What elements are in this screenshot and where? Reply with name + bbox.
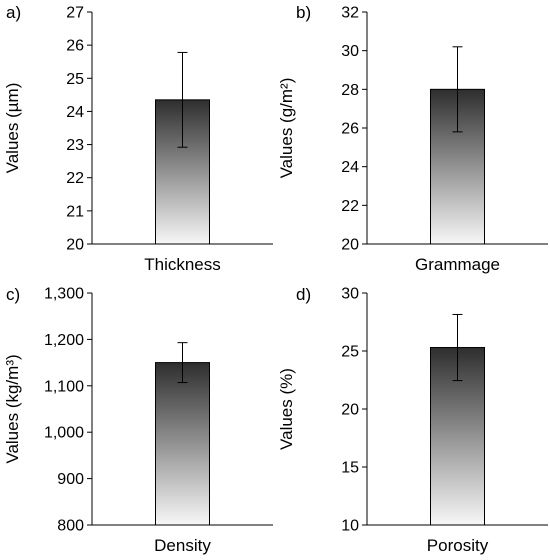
panel-label: b) (296, 3, 311, 22)
y-tick-label: 800 (57, 518, 84, 535)
chart-panel-2: b) 20 22 24 26 28 30 32 Values (g/m²) Grammage (277, 3, 548, 274)
y-tick-label: 20 (341, 402, 359, 419)
y-tick-label: 21 (66, 203, 84, 220)
y-tick-label: 30 (341, 286, 359, 303)
y-axis-title: Values (%) (277, 368, 296, 450)
bar (155, 362, 210, 526)
chart-panel-3: c) 800 900 1,000 1,100 1,200 1,300 Values (kg/m… (3, 285, 273, 555)
y-tick-label: 30 (341, 43, 359, 60)
y-tick-label: 20 (66, 237, 84, 254)
y-tick-label: 26 (66, 38, 84, 55)
chart-panel-1: a) 20 21 22 23 24 25 26 27 Values (µm) Thickness (3, 3, 273, 274)
y-tick-label: 1,000 (44, 425, 84, 442)
y-axis-title: Values (kg/m³) (3, 354, 22, 463)
panel-label: a) (6, 3, 21, 22)
category-label: Density (154, 536, 211, 555)
y-tick-label: 22 (66, 170, 84, 187)
y-tick-label: 1,200 (44, 332, 84, 349)
y-tick-label: 24 (66, 104, 84, 121)
y-tick-label: 24 (341, 159, 359, 176)
y-tick-label: 25 (341, 344, 359, 361)
panel-label: d) (296, 285, 311, 304)
y-tick-label: 15 (341, 460, 359, 477)
y-tick-label: 23 (66, 137, 84, 154)
chart-panel-4: d) 10 15 20 25 30 Values (%) Porosity (277, 285, 548, 555)
y-tick-label: 28 (341, 82, 359, 99)
y-axis-title: Values (g/m²) (277, 78, 296, 179)
y-axis-title: Values (µm) (3, 83, 22, 174)
y-tick-label: 1,300 (44, 286, 84, 303)
category-label: Porosity (427, 536, 489, 555)
category-label: Thickness (144, 255, 221, 274)
y-tick-label: 10 (341, 518, 359, 535)
category-label: Grammage (415, 255, 500, 274)
panel-label: c) (6, 285, 20, 304)
y-tick-label: 25 (66, 71, 84, 88)
y-tick-label: 26 (341, 121, 359, 138)
y-tick-label: 900 (57, 471, 84, 488)
y-tick-label: 32 (341, 5, 359, 22)
y-tick-label: 20 (341, 237, 359, 254)
y-tick-label: 27 (66, 5, 84, 22)
y-tick-label: 22 (341, 198, 359, 215)
y-tick-label: 1,100 (44, 378, 84, 395)
